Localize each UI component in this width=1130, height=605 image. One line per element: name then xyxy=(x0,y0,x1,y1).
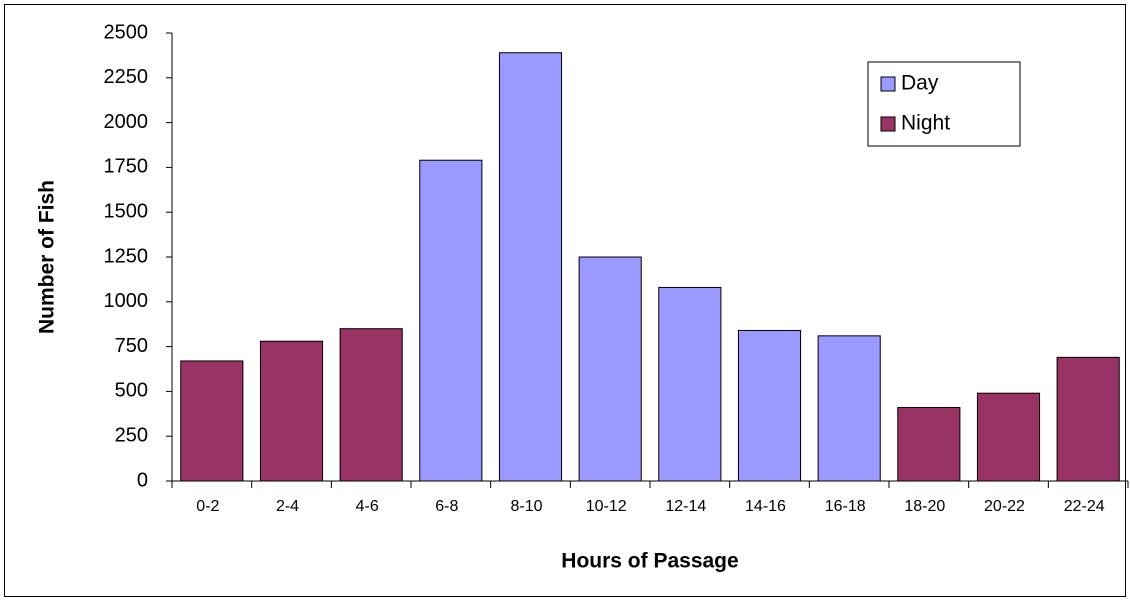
x-tick-label: 2-4 xyxy=(276,498,299,515)
bar xyxy=(1056,356,1120,482)
y-tick-label: 1750 xyxy=(104,156,149,178)
y-tick-label: 1250 xyxy=(104,245,149,267)
x-tick-label: 6-8 xyxy=(435,498,458,515)
y-tick-label: 0 xyxy=(137,469,148,491)
bar xyxy=(578,256,642,482)
bar xyxy=(498,52,563,482)
x-axis-title: Hours of Passage xyxy=(561,550,738,573)
y-tick-label: 750 xyxy=(115,335,148,357)
x-tick-label: 12-14 xyxy=(665,498,706,515)
legend-box xyxy=(867,61,1021,147)
x-tick-label: 10-12 xyxy=(586,498,627,515)
legend-swatch xyxy=(880,116,896,132)
legend-label: Night xyxy=(901,112,950,135)
bar xyxy=(180,360,244,482)
bar xyxy=(976,392,1041,482)
bar xyxy=(419,159,483,482)
bar xyxy=(817,335,881,482)
x-tick-label: 14-16 xyxy=(745,498,786,515)
y-tick-label: 2250 xyxy=(104,66,149,88)
x-tick-label: 18-20 xyxy=(904,498,945,515)
chart-border xyxy=(4,4,1126,597)
x-tick-label: 20-22 xyxy=(984,498,1025,515)
y-tick-label: 2000 xyxy=(104,111,149,133)
x-tick-label: 0-2 xyxy=(196,498,219,515)
y-axis-title: Number of Fish xyxy=(36,180,59,334)
y-tick-label: 250 xyxy=(115,424,148,446)
bar xyxy=(259,340,324,482)
x-tick-label: 4-6 xyxy=(356,498,379,515)
legend-label: Day xyxy=(901,72,939,95)
x-tick-label: 8-10 xyxy=(510,498,542,515)
y-tick-label: 500 xyxy=(115,380,148,402)
y-tick-label: 1000 xyxy=(104,290,149,312)
legend-swatch xyxy=(880,76,896,92)
y-tick-label: 2500 xyxy=(104,21,149,43)
bar xyxy=(737,329,802,482)
bar xyxy=(658,286,722,482)
bar xyxy=(897,407,961,482)
x-tick-label: 16-18 xyxy=(825,498,866,515)
y-tick-label: 1500 xyxy=(104,200,149,222)
x-tick-label: 22-24 xyxy=(1064,498,1105,515)
bar xyxy=(339,328,403,482)
